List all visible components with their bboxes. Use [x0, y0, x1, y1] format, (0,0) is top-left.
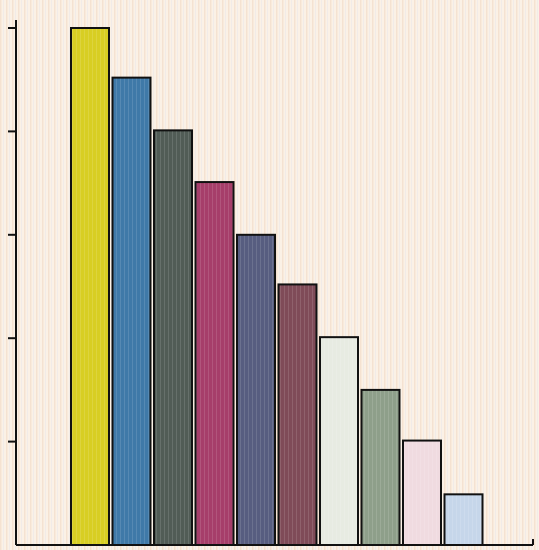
bar-texture-7 — [321, 338, 357, 544]
bar-texture-6 — [279, 285, 316, 544]
bar-texture-8 — [362, 390, 399, 544]
bar-texture-10 — [445, 495, 482, 544]
bar-texture-1 — [72, 29, 108, 544]
bars — [70, 27, 484, 547]
bar-texture-4 — [196, 183, 233, 545]
bar-texture-5 — [238, 235, 274, 545]
bar-texture-3 — [155, 131, 191, 544]
bar-texture-9 — [404, 441, 440, 544]
bar-texture-2 — [113, 78, 150, 544]
axes — [8, 20, 534, 546]
